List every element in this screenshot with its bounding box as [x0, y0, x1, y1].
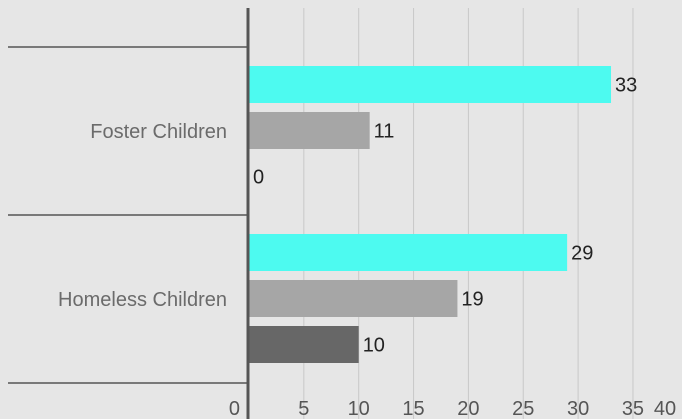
data-label: 11: [374, 121, 395, 143]
x-tick-label: 30: [567, 398, 589, 419]
category-separators: [8, 46, 248, 384]
bars: [249, 66, 612, 363]
x-tick-label: 40: [654, 398, 676, 419]
x-tick-label: 10: [348, 398, 370, 419]
data-label: 29: [571, 243, 593, 265]
category-label: Homeless Children: [58, 289, 227, 311]
x-tick-label: 20: [457, 398, 479, 419]
data-label: 19: [461, 289, 483, 311]
x-tick-label: 35: [622, 398, 644, 419]
category-label: Foster Children: [90, 121, 227, 143]
bar: [249, 326, 359, 363]
bar: [249, 280, 458, 317]
labels: 33 11 0 Foster Children 29 19 10 Homeless Child…: [58, 75, 676, 419]
data-label: 10: [363, 335, 385, 357]
bar: [249, 234, 568, 271]
x-tick-label: 15: [402, 398, 424, 419]
x-tick-label: 25: [512, 398, 534, 419]
bar: [249, 112, 370, 149]
x-tick-label: 0: [229, 398, 240, 419]
bar: [249, 66, 612, 103]
x-tick-label: 5: [298, 398, 309, 419]
data-label: 0: [253, 167, 264, 189]
data-label: 33: [615, 75, 637, 97]
